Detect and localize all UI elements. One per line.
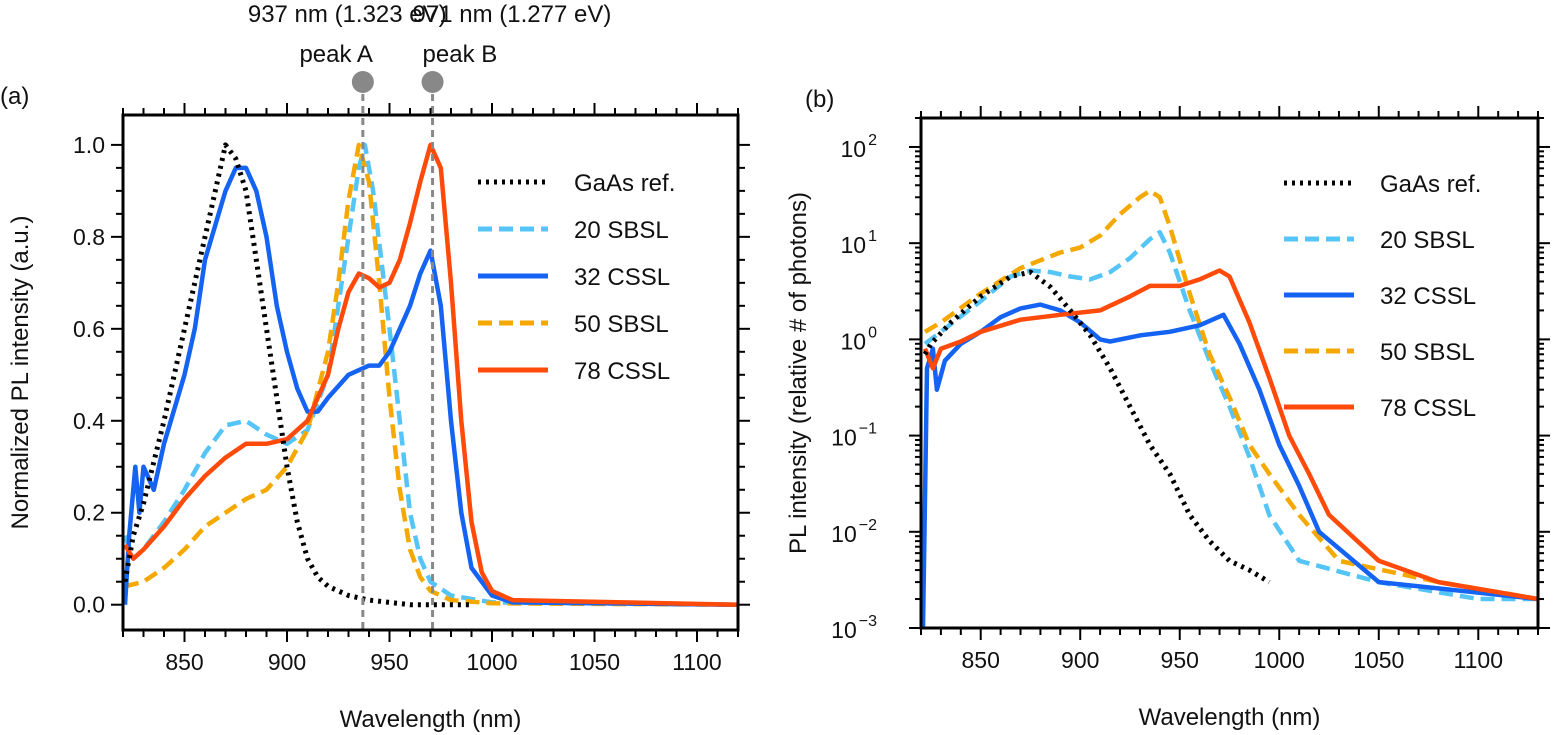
y-tick-label: 10 −2	[831, 517, 877, 547]
y-tick-label: 0.2	[73, 500, 105, 526]
y-tick-label: 0.8	[73, 224, 105, 250]
legend-item: 50 SBSL	[478, 311, 669, 338]
legend-item: GaAs ref.	[478, 170, 675, 197]
x-tick-label: 900	[1061, 647, 1099, 673]
y-axis-title: Normalized PL intensity (a.u.)	[7, 216, 34, 530]
x-tick-label: 850	[962, 647, 1000, 673]
legend-label: 50 SBSL	[574, 311, 669, 338]
legend-item: 78 CSSL	[1284, 395, 1476, 422]
series-line-gaas-ref	[123, 142, 472, 608]
y-tick-label: 10 2	[841, 132, 878, 162]
legend-item: 32 CSSL	[478, 264, 670, 291]
peak-label: peak A	[299, 41, 372, 68]
series-line-gaas-ref	[922, 269, 1271, 585]
legend-item: 32 CSSL	[1284, 283, 1476, 310]
panel-label: (b)	[805, 86, 834, 113]
series-line-50-sbsl	[124, 142, 738, 607]
panel-a: peak A 937 nm (1.323 eV) peak B 971 nm (1.2…	[0, 1, 750, 733]
x-tick-label: 950	[370, 649, 408, 675]
legend-label: GaAs ref.	[1380, 171, 1481, 198]
legend-label: 20 SBSL	[1380, 227, 1475, 254]
x-tick-label: 1100	[1454, 647, 1503, 673]
y-tick-label: 0.4	[73, 408, 105, 434]
y-tick-label: 10 1	[841, 228, 878, 258]
x-tick-label: 950	[1161, 647, 1199, 673]
legend-item: 50 SBSL	[1284, 339, 1475, 366]
panel-b: 850 900 950 1000 1050 1100 10 −3 10 −2 10 −1 10 0 10 1 1…	[785, 86, 1550, 731]
legend: GaAs ref. 20 SBSL 32 CSSL 50 SBSL 78 CSSL	[478, 170, 675, 385]
legend-item: 78 CSSL	[478, 358, 670, 385]
plot-frame	[919, 116, 1540, 630]
x-tick-label: 1050	[1353, 647, 1404, 673]
legend-item: GaAs ref.	[1284, 171, 1481, 198]
peak-marker-dot	[421, 71, 444, 93]
legend-label: GaAs ref.	[574, 170, 675, 197]
peak-label: peak B	[423, 41, 498, 68]
peak-marker-dot	[351, 71, 374, 93]
legend-label: 78 CSSL	[574, 358, 670, 385]
series-line-78-cssl	[922, 268, 1538, 602]
legend-label: 32 CSSL	[1380, 283, 1476, 310]
y-tick-label: 1.0	[73, 132, 105, 158]
panel-label: (a)	[0, 83, 29, 110]
x-tick-label: 1050	[569, 649, 620, 675]
series-group	[921, 188, 1538, 628]
series-line-20-sbsl	[123, 142, 738, 607]
x-axis-title: Wavelength (nm)	[1139, 704, 1321, 731]
x-axis-title: Wavelength (nm)	[340, 706, 522, 733]
peak-value-label: 971 nm (1.277 eV)	[413, 1, 612, 28]
y-tick-label: 10 −1	[831, 421, 877, 451]
x-tick-label: 1100	[672, 649, 721, 675]
legend-item: 20 SBSL	[478, 217, 669, 244]
legend-label: 50 SBSL	[1380, 339, 1475, 366]
series-group	[123, 142, 738, 608]
y-tick-label: 0.6	[73, 316, 105, 342]
series-line-32-cssl	[123, 165, 738, 607]
legend-label: 32 CSSL	[574, 264, 670, 291]
legend: GaAs ref. 20 SBSL 32 CSSL 50 SBSL 78 CSSL	[1284, 171, 1481, 422]
x-tick-label: 850	[165, 649, 203, 675]
y-tick-label: 10 0	[841, 324, 878, 354]
legend-label: 20 SBSL	[574, 217, 669, 244]
legend-label: 78 CSSL	[1380, 395, 1476, 422]
y-axis-title: PL intensity (relative # of photons)	[785, 192, 812, 554]
y-tick-label: 0.0	[73, 592, 105, 618]
x-tick-label: 900	[268, 649, 306, 675]
x-tick-label: 1000	[1254, 647, 1305, 673]
y-tick-label: 10 −3	[831, 613, 877, 643]
x-tick-label: 1000	[466, 649, 517, 675]
series-line-50-sbsl	[923, 188, 1538, 602]
legend-item: 20 SBSL	[1284, 227, 1475, 254]
series-line-32-cssl	[921, 302, 1538, 628]
peak-value-label: 937 nm (1.323 eV)	[248, 1, 447, 28]
